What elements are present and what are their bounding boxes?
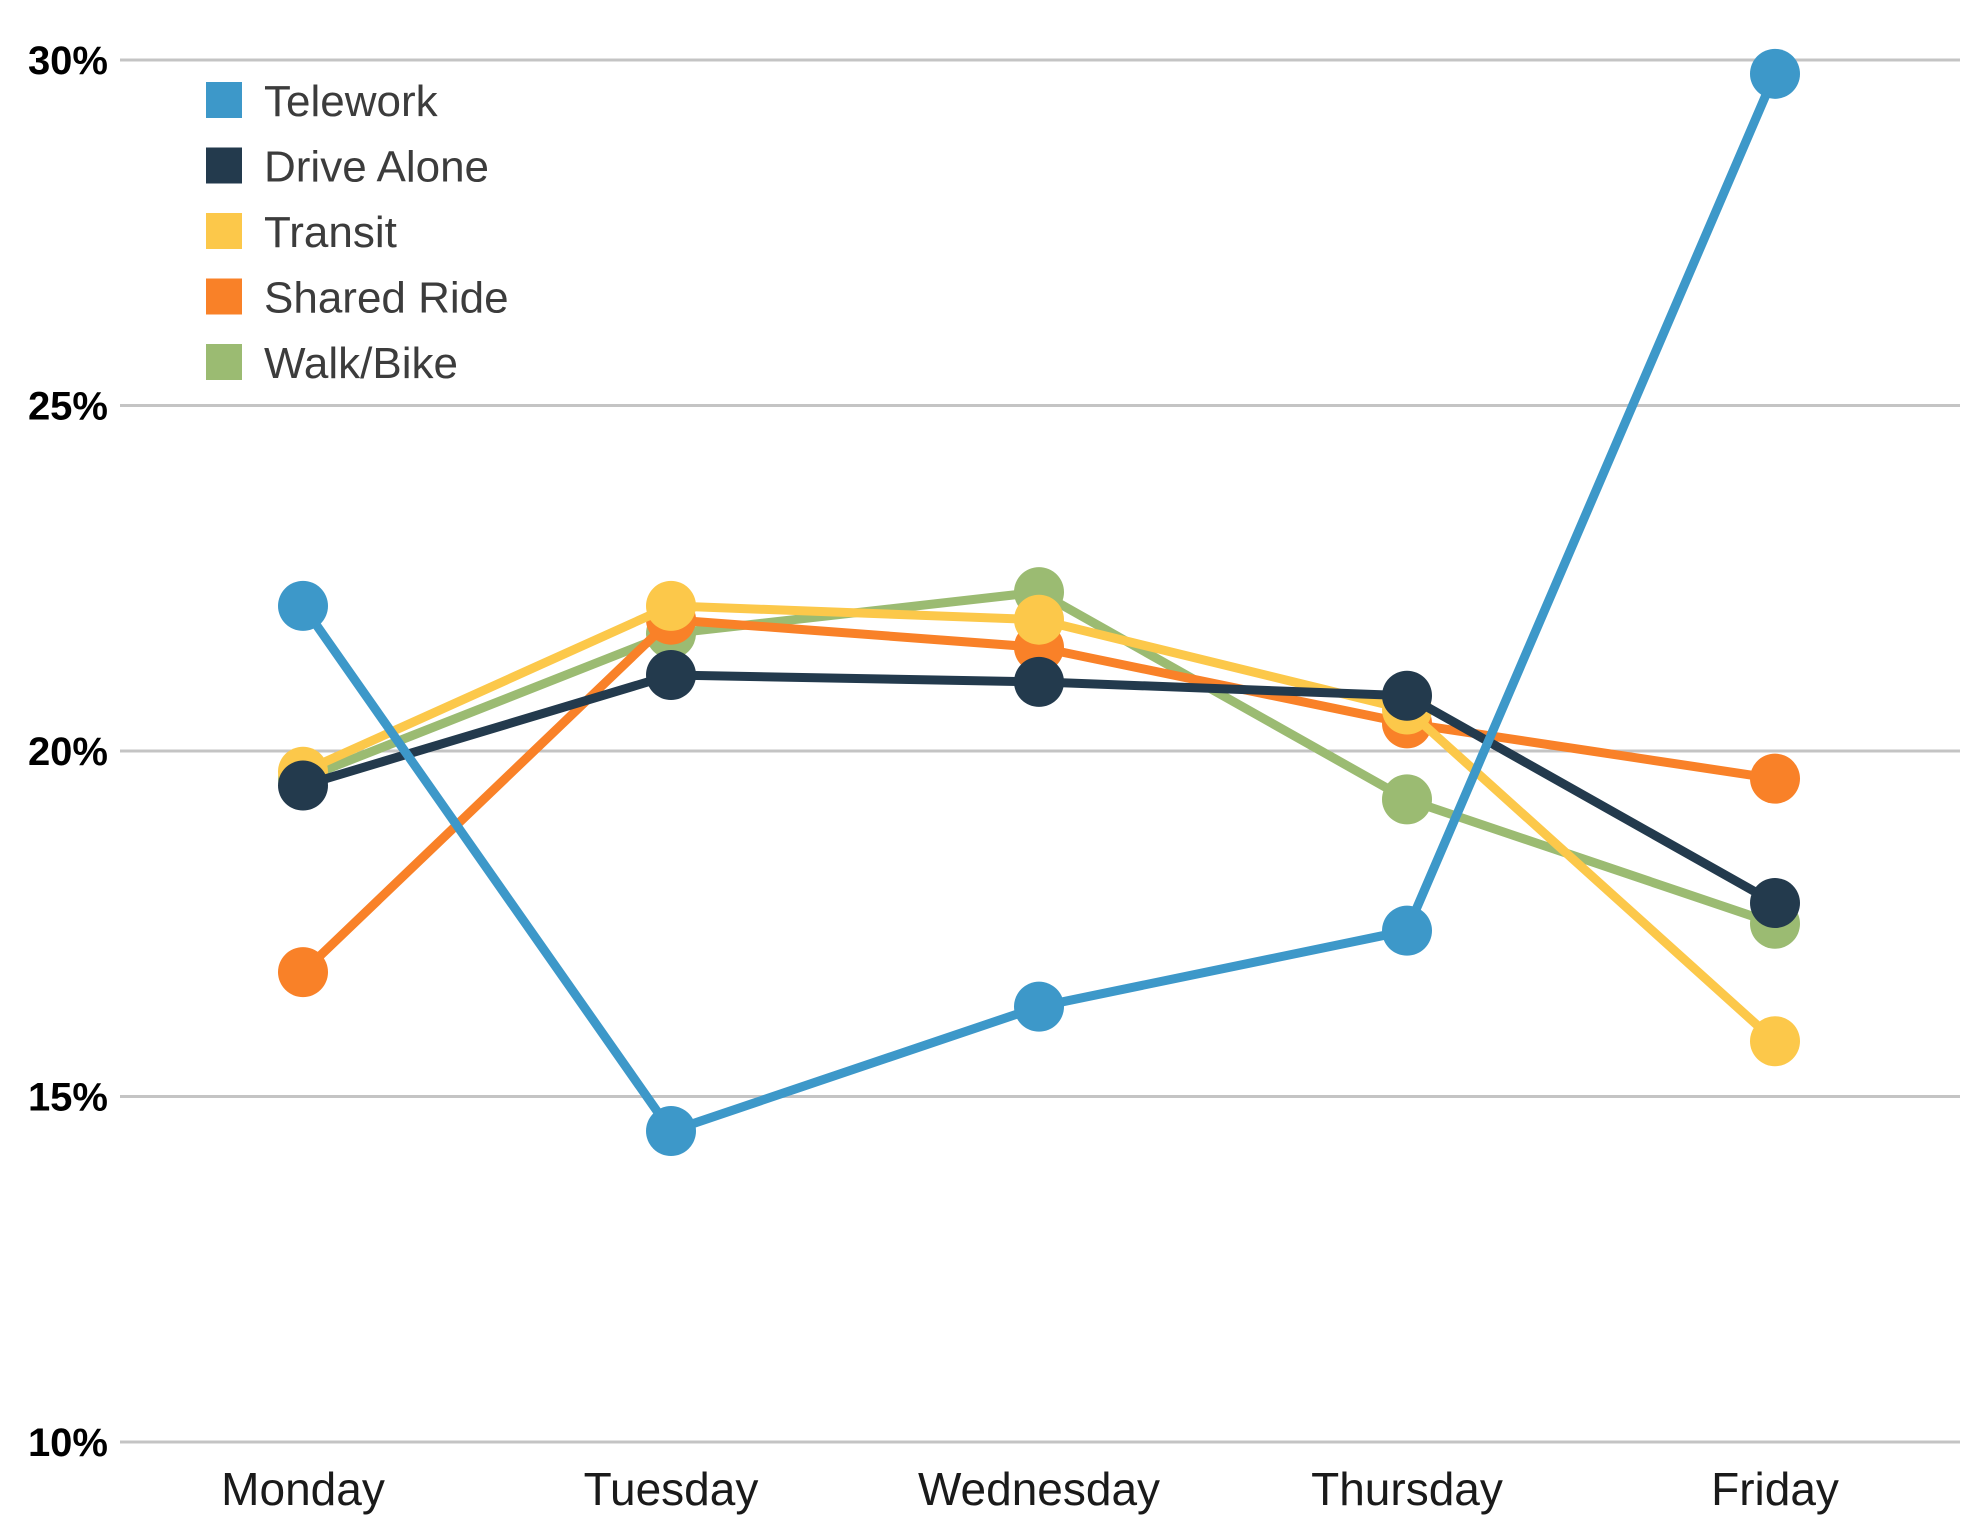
legend-label: Transit	[264, 208, 397, 257]
data-point-telework-monday	[278, 580, 328, 631]
data-point-transit-wednesday	[1014, 594, 1064, 645]
series-shared-ride	[278, 594, 1800, 998]
y-tick-label: 20%	[28, 730, 108, 774]
y-tick-label: 30%	[28, 39, 108, 83]
x-tick-label-wednesday: Wednesday	[918, 1463, 1160, 1515]
data-point-telework-wednesday	[1014, 981, 1064, 1032]
data-point-drive-alone-thursday	[1382, 670, 1432, 721]
data-point-walk-bike-thursday	[1382, 774, 1432, 825]
x-tick-label-tuesday: Tuesday	[584, 1463, 759, 1515]
gridlines	[120, 58, 1960, 1444]
legend-item-drive-alone: Drive Alone	[206, 143, 489, 192]
data-point-telework-thursday	[1382, 905, 1432, 956]
x-tick-label-monday: Monday	[221, 1463, 385, 1515]
series-lines	[278, 48, 1800, 1157]
series-line-drive-alone	[298, 670, 1780, 908]
legend-item-transit: Transit	[206, 208, 397, 257]
y-axis-tick-labels: 10% 15% 20% 25% 30%	[28, 39, 108, 1465]
data-point-shared-ride-monday	[278, 947, 328, 998]
series-drive-alone	[278, 649, 1800, 929]
x-axis-category-labels: Monday Tuesday Wednesday Thursday Friday	[221, 1463, 1839, 1515]
y-tick-label: 25%	[28, 385, 108, 429]
data-point-transit-friday	[1750, 1016, 1800, 1067]
legend-label: Drive Alone	[264, 143, 489, 192]
data-point-transit-tuesday	[646, 580, 696, 631]
x-tick-label-thursday: Thursday	[1311, 1463, 1503, 1515]
x-tick-label-friday: Friday	[1711, 1463, 1839, 1515]
y-tick-label: 15%	[28, 1076, 108, 1120]
legend-label: Telework	[264, 77, 439, 126]
legend-swatch	[206, 278, 242, 315]
series-telework	[278, 48, 1800, 1157]
data-point-drive-alone-wednesday	[1014, 656, 1064, 707]
legend-label: Shared Ride	[264, 274, 509, 323]
data-point-telework-tuesday	[646, 1106, 696, 1157]
legend-swatch	[206, 344, 242, 380]
legend-swatch	[206, 147, 242, 184]
y-tick-label: 10%	[28, 1421, 108, 1465]
legend-item-telework: Telework	[206, 77, 439, 126]
legend-swatch	[206, 82, 242, 118]
data-point-shared-ride-friday	[1750, 753, 1800, 804]
legend-item-walk-bike: Walk/Bike	[206, 339, 458, 388]
legend: Telework Drive Alone Transit Shared Ride Wal…	[206, 77, 509, 388]
data-point-drive-alone-tuesday	[646, 649, 696, 700]
legend-item-shared-ride: Shared Ride	[206, 274, 509, 323]
legend-swatch	[206, 213, 242, 249]
data-point-telework-friday	[1750, 48, 1800, 99]
data-point-drive-alone-monday	[278, 760, 328, 811]
data-point-drive-alone-friday	[1750, 878, 1800, 929]
legend-label: Walk/Bike	[264, 339, 458, 388]
